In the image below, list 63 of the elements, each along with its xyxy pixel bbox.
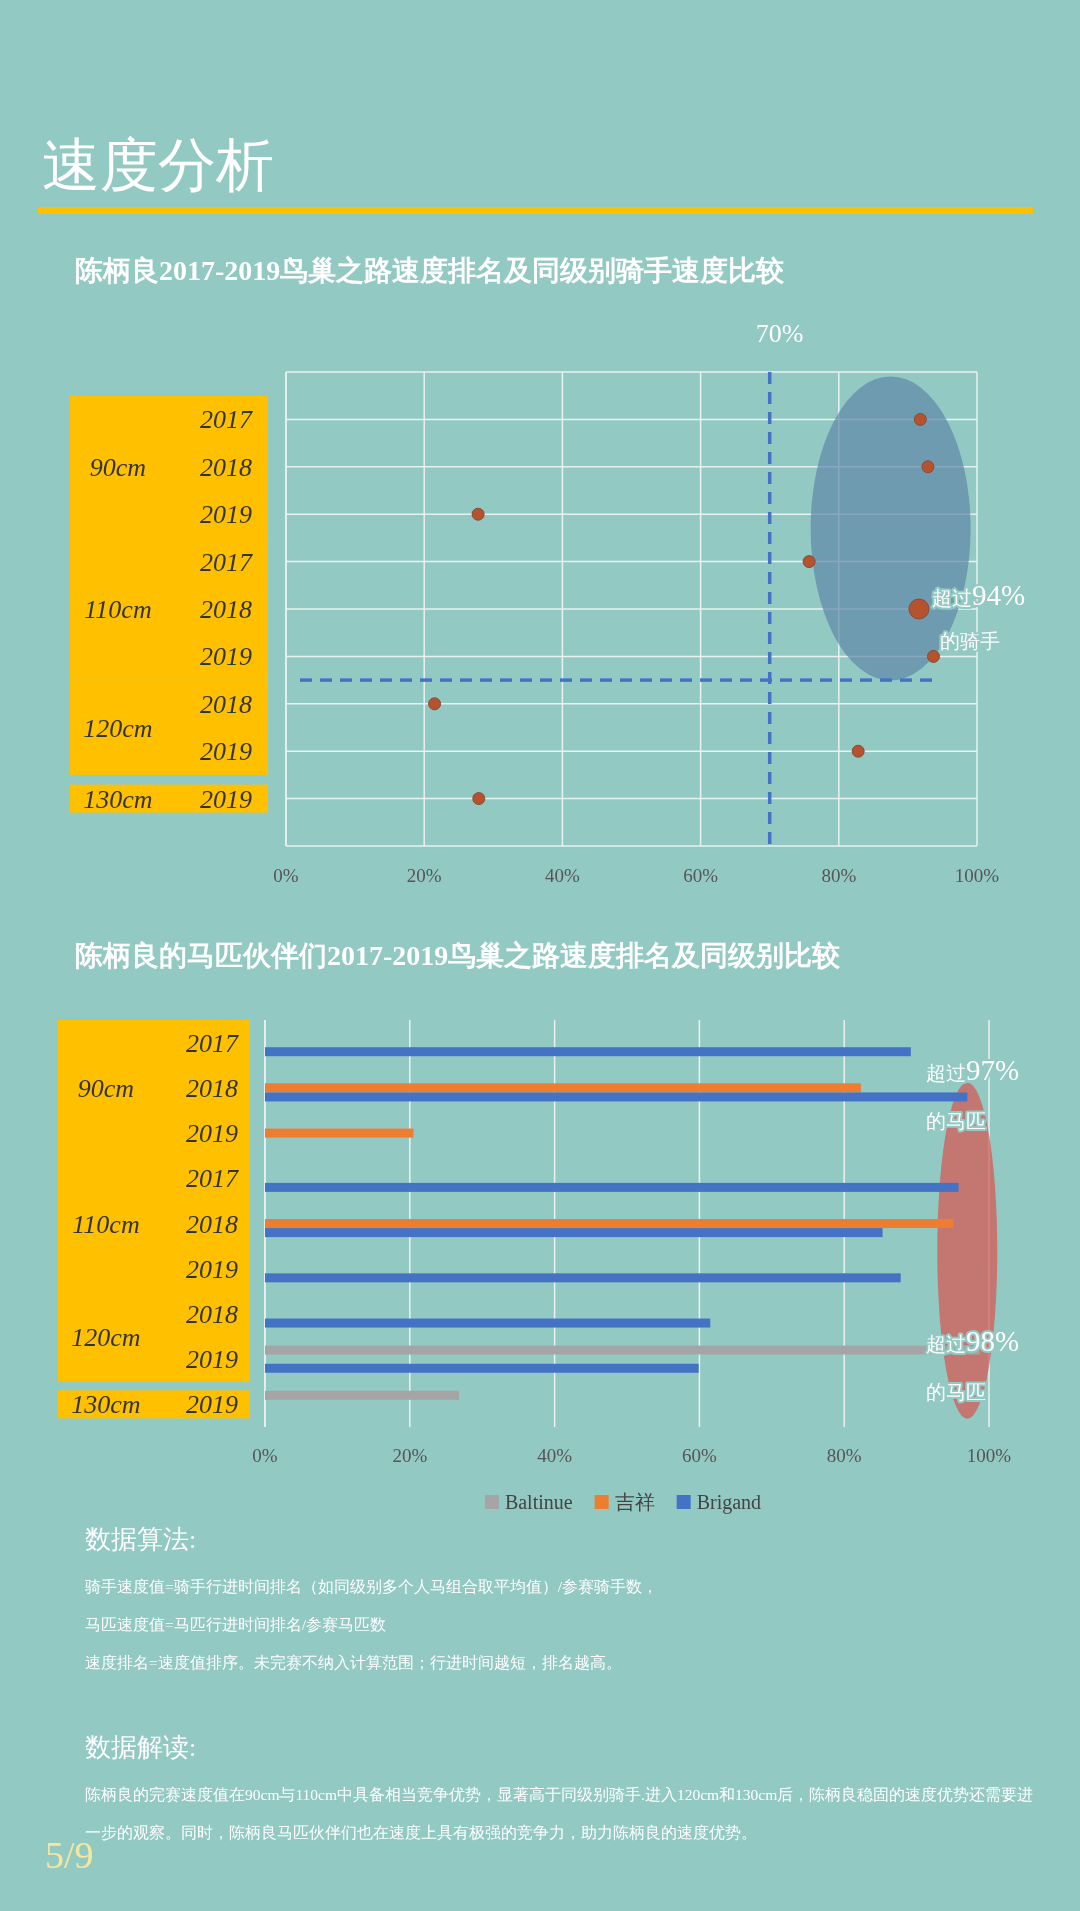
y-tick-label: 2018 (186, 1073, 238, 1103)
y-tick-label: 2019 (200, 500, 252, 530)
legend-label: Brigand (696, 1491, 762, 1514)
annotation: 超过98% (926, 1325, 1020, 1358)
y-tick-label: 2019 (200, 737, 252, 767)
bar (265, 1273, 901, 1283)
bar (265, 1228, 883, 1238)
x-tick-label: 80% (821, 865, 857, 886)
x-tick-label: 60% (681, 1445, 717, 1466)
text: 110cm (84, 595, 152, 624)
bar (265, 1047, 911, 1057)
y-tick-label: 2019 (186, 1345, 238, 1375)
annotation: 的马匹 (926, 1109, 986, 1132)
bar (265, 1363, 699, 1373)
y-tick-label: 2017 (186, 1164, 239, 1194)
ref-line-label: 70% (755, 319, 804, 348)
text: 130cm (83, 784, 153, 814)
x-tick-label: 0% (273, 865, 299, 886)
text: 数据解读: (85, 1733, 197, 1762)
y-tick-label: 2018 (186, 1209, 238, 1239)
y-tick-label: 2018 (186, 1299, 238, 1329)
x-tick-label: 0% (252, 1445, 278, 1466)
text: 马匹速度值=马匹行进时间排名/参赛马匹数 (85, 1616, 387, 1633)
x-tick-label: 20% (406, 865, 442, 886)
x-tick-label: 80% (826, 1445, 862, 1466)
legend-label: 吉祥 (614, 1491, 655, 1513)
text: 速度排名=速度值排序。未完赛不纳入计算范围；行进时间越短，排名越高。 (85, 1654, 622, 1671)
x-tick-label: 100% (966, 1445, 1012, 1466)
text: 110cm (72, 1209, 140, 1239)
chart-title: 陈柄良的马匹伙伴们2017-2019鸟巢之路速度排名及同级别比较 (75, 940, 842, 971)
bar (265, 1092, 968, 1102)
y-tick-label: 2019 (186, 1254, 238, 1284)
bar (265, 1128, 414, 1138)
y-tick-label: 2017 (200, 405, 253, 435)
y-tick-label: 2019 (186, 1119, 238, 1149)
y-tick-label: 2018 (200, 595, 252, 624)
text: 130cm (71, 1390, 141, 1420)
bar (265, 1219, 954, 1228)
y-tick-label: 2017 (186, 1028, 239, 1058)
bar (265, 1182, 959, 1192)
x-tick-label: 40% (537, 1445, 573, 1466)
legend-label: Baltinue (504, 1491, 573, 1513)
x-tick-label: 20% (392, 1445, 428, 1466)
y-tick-label: 2018 (200, 689, 252, 719)
y-tick-label: 2019 (200, 642, 252, 672)
text: 骑手速度值=骑手行进时间排名（如同级别多个人马组合取平均值）/参赛骑手数， (85, 1578, 659, 1595)
text: 90cm (77, 1073, 135, 1103)
y-tick-label: 2019 (186, 1390, 238, 1420)
text: 120cm (83, 713, 153, 743)
x-tick-label: 60% (683, 865, 719, 886)
y-tick-label: 2017 (200, 547, 253, 577)
x-tick-label: 100% (954, 865, 1000, 886)
bar (265, 1083, 861, 1093)
text: 速度分析 (42, 133, 274, 198)
bar (265, 1318, 711, 1328)
chart-title: 陈柄良2017-2019鸟巢之路速度排名及同级别骑手速度比较 (75, 255, 786, 286)
y-tick-label: 2018 (200, 452, 252, 482)
x-tick-label: 40% (544, 865, 580, 886)
y-tick-label: 2019 (200, 784, 252, 814)
text: 90cm (89, 452, 147, 482)
bar (265, 1390, 460, 1400)
text: 120cm (71, 1322, 141, 1352)
text: 数据算法: (85, 1525, 197, 1554)
